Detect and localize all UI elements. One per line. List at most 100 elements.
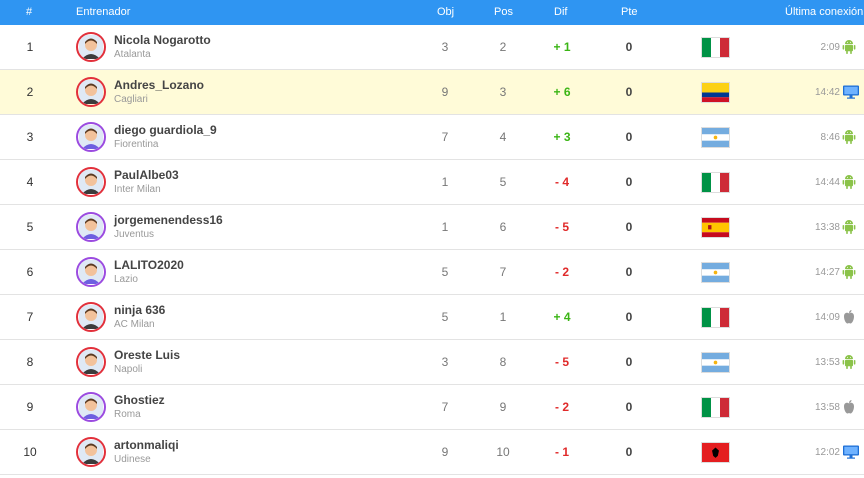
- avatar-cell[interactable]: [76, 385, 110, 429]
- row-obj: 1: [441, 175, 449, 189]
- coach-info[interactable]: artonmaliqi Udinese: [114, 430, 314, 474]
- table-header: # Entrenador Obj Pos Dif Pte Última cone…: [0, 0, 864, 25]
- avatar[interactable]: [76, 392, 106, 422]
- row-pte: 0: [625, 445, 633, 459]
- header-pte: Pte: [621, 6, 638, 18]
- dif-value: + 6: [553, 85, 571, 99]
- avatar-cell[interactable]: [76, 160, 110, 204]
- table-row[interactable]: 4 PaulAlbe03 Inter Milan 1 5 - 4 0 14:44: [0, 160, 864, 205]
- team-name: Fiorentina: [114, 139, 159, 150]
- row-dif: - 4: [540, 160, 584, 204]
- coach-name[interactable]: Ghostiez: [114, 393, 165, 407]
- avatar[interactable]: [76, 77, 106, 107]
- last-connection-time: 12:02: [814, 446, 840, 458]
- row-dif: - 2: [540, 385, 584, 429]
- table-row[interactable]: 10 artonmaliqi Udinese 9 10 - 1 0 12:02: [0, 430, 864, 475]
- table-row[interactable]: 5 jorgemenendess16 Juventus 1 6 - 5 0 13:38: [0, 205, 864, 250]
- flag-italy-icon: [701, 385, 729, 429]
- coach-info[interactable]: jorgemenendess16 Juventus: [114, 205, 314, 249]
- avatar[interactable]: [76, 32, 106, 62]
- avatar[interactable]: [76, 122, 106, 152]
- row-pos: 5: [499, 175, 507, 189]
- avatar-cell[interactable]: [76, 340, 110, 384]
- last-connection-time: 13:53: [814, 356, 840, 368]
- coach-info[interactable]: diego guardiola_9 Fiorentina: [114, 115, 314, 159]
- dif-value: - 5: [554, 355, 569, 369]
- avatar-cell[interactable]: [76, 115, 110, 159]
- last-connection-time: 14:27: [814, 266, 840, 278]
- avatar-cell[interactable]: [76, 205, 110, 249]
- coach-name[interactable]: diego guardiola_9: [114, 123, 217, 137]
- coach-name[interactable]: Oreste Luis: [114, 348, 181, 362]
- last-connection-time: 14:44: [814, 176, 840, 188]
- flag-argentina-icon: [701, 115, 729, 159]
- coach-info[interactable]: ninja 636 AC Milan: [114, 295, 314, 339]
- desktop-icon: [842, 430, 864, 474]
- avatar-cell[interactable]: [76, 250, 110, 294]
- avatar[interactable]: [76, 212, 106, 242]
- header-coach: Entrenador: [76, 6, 131, 18]
- row-pte: 0: [625, 130, 633, 144]
- avatar-cell[interactable]: [76, 295, 110, 339]
- avatar[interactable]: [76, 347, 106, 377]
- coach-name[interactable]: Andres_Lozano: [114, 78, 205, 92]
- row-rank: 4: [26, 175, 34, 189]
- android-icon: [842, 340, 864, 384]
- coach-info[interactable]: PaulAlbe03 Inter Milan: [114, 160, 314, 204]
- row-rank: 8: [26, 355, 34, 369]
- coach-info[interactable]: Nicola Nogarotto Atalanta: [114, 25, 314, 69]
- team-name: Cagliari: [114, 94, 148, 105]
- last-connection-time: 14:42: [814, 86, 840, 98]
- flag-argentina-icon: [701, 250, 729, 294]
- table-row[interactable]: 9 Ghostiez Roma 7 9 - 2 0 13:58: [0, 385, 864, 430]
- row-obj: 9: [441, 85, 449, 99]
- avatar[interactable]: [76, 437, 106, 467]
- avatar[interactable]: [76, 302, 106, 332]
- coach-name[interactable]: Nicola Nogarotto: [114, 33, 211, 47]
- coach-info[interactable]: Andres_Lozano Cagliari: [114, 70, 314, 114]
- coach-name[interactable]: PaulAlbe03: [114, 168, 179, 182]
- row-obj: 1: [441, 220, 449, 234]
- avatar-cell[interactable]: [76, 25, 110, 69]
- team-name: Inter Milan: [114, 184, 161, 195]
- coach-name[interactable]: ninja 636: [114, 303, 166, 317]
- last-connection-time: 2:09: [820, 41, 840, 53]
- last-connection-time: 14:09: [814, 311, 840, 323]
- coach-name[interactable]: jorgemenendess16: [114, 213, 223, 227]
- avatar[interactable]: [76, 257, 106, 287]
- row-rank: 1: [26, 40, 34, 54]
- coach-name[interactable]: artonmaliqi: [114, 438, 179, 452]
- dif-value: + 3: [553, 130, 571, 144]
- header-obj: Obj: [437, 6, 455, 18]
- header-pos: Pos: [494, 6, 513, 18]
- table-row[interactable]: 1 Nicola Nogarotto Atalanta 3 2 + 1 0 2:09: [0, 25, 864, 70]
- last-connection-time: 8:46: [820, 131, 840, 143]
- row-pos: 2: [499, 40, 507, 54]
- avatar-cell[interactable]: [76, 430, 110, 474]
- row-dif: + 6: [540, 70, 584, 114]
- coach-name[interactable]: LALITO2020: [114, 258, 184, 272]
- android-icon: [842, 160, 864, 204]
- row-pos: 7: [499, 265, 507, 279]
- row-pte: 0: [625, 40, 633, 54]
- table-row[interactable]: 2 Andres_Lozano Cagliari 9 3 + 6 0 14:42: [0, 70, 864, 115]
- coach-info[interactable]: LALITO2020 Lazio: [114, 250, 314, 294]
- team-name: Atalanta: [114, 49, 151, 60]
- table-row[interactable]: 3 diego guardiola_9 Fiorentina 7 4 + 3 0 8:46: [0, 115, 864, 160]
- coach-info[interactable]: Ghostiez Roma: [114, 385, 314, 429]
- coach-info[interactable]: Oreste Luis Napoli: [114, 340, 314, 384]
- row-pos: 3: [499, 85, 507, 99]
- avatar-cell[interactable]: [76, 70, 110, 114]
- flag-argentina-icon: [701, 340, 729, 384]
- avatar[interactable]: [76, 167, 106, 197]
- table-row[interactable]: 7 ninja 636 AC Milan 5 1 + 4 0 14:09: [0, 295, 864, 340]
- last-connection-time: 13:58: [814, 401, 840, 413]
- flag-colombia-icon: [701, 70, 729, 114]
- table-row[interactable]: 6 LALITO2020 Lazio 5 7 - 2 0 14:27: [0, 250, 864, 295]
- row-pos: 4: [499, 130, 507, 144]
- row-obj: 5: [441, 310, 449, 324]
- dif-value: - 4: [554, 175, 569, 189]
- table-row[interactable]: 8 Oreste Luis Napoli 3 8 - 5 0 13:53: [0, 340, 864, 385]
- flag-italy-icon: [701, 160, 729, 204]
